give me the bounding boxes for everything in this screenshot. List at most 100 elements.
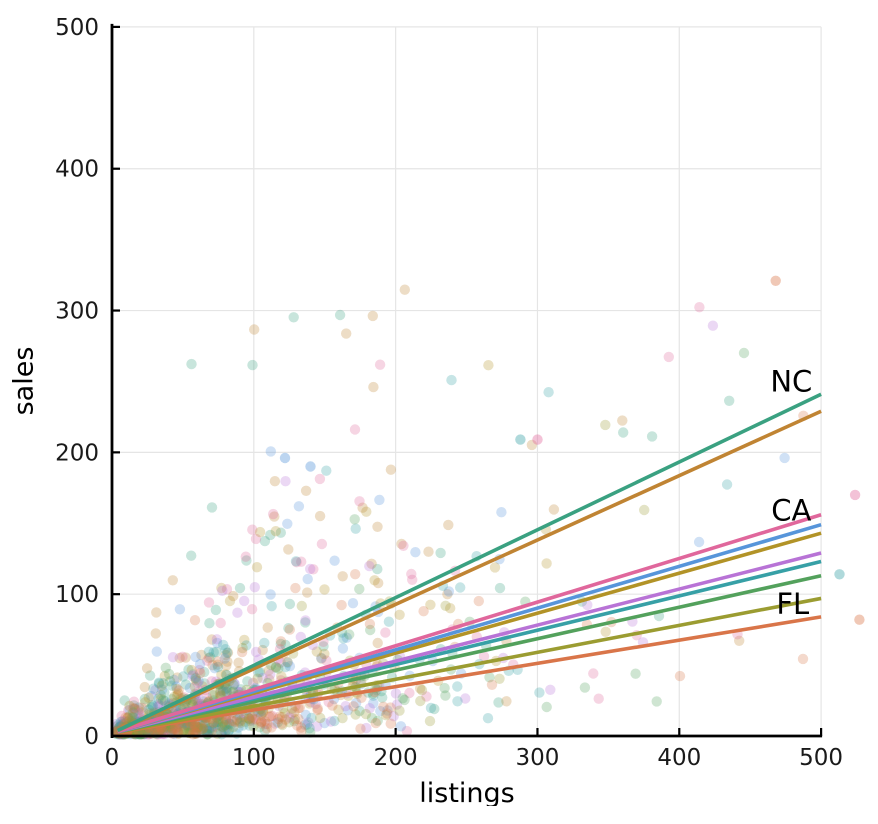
scatter-point — [350, 569, 361, 580]
scatter-point — [221, 719, 232, 730]
scatter-point — [319, 717, 330, 729]
scatter-point — [295, 631, 306, 643]
scatter-point — [217, 686, 229, 697]
scatter-point — [213, 716, 224, 728]
regression-line-NC — [116, 392, 822, 733]
regression-line-#d97549 — [117, 615, 822, 735]
scatter-point — [394, 705, 405, 716]
line-label-FL: FL — [776, 587, 809, 621]
scatter-point — [651, 696, 662, 707]
scatter-point — [395, 721, 407, 732]
scatter-point — [192, 722, 203, 734]
scatter-point — [284, 717, 295, 728]
scatter-point — [203, 723, 215, 734]
scatter-point — [301, 719, 313, 730]
scatter-point — [440, 690, 451, 701]
scatter-point — [218, 724, 229, 736]
scatter-point — [311, 646, 322, 657]
scatter-point — [197, 724, 209, 735]
scatter-point — [233, 716, 244, 727]
scatter-point — [159, 670, 170, 682]
scatter-point — [202, 725, 213, 737]
scatter-point — [284, 712, 295, 723]
scatter-point — [443, 586, 455, 597]
scatter-point — [250, 533, 262, 545]
scatter-point — [196, 649, 207, 661]
scatter-point — [220, 649, 231, 661]
scatter-point — [133, 702, 145, 713]
scatter-point — [252, 673, 263, 684]
scatter-point — [265, 589, 276, 600]
scatter-point — [396, 538, 407, 550]
scatter-point — [247, 715, 258, 726]
scatter-point — [300, 615, 311, 626]
axes-layer — [110, 23, 823, 738]
scatter-point — [168, 723, 179, 734]
scatter-point — [385, 718, 396, 729]
scatter-point — [385, 464, 397, 475]
scatter-point — [394, 609, 405, 620]
scatter-point — [129, 703, 140, 715]
scatter-point — [220, 644, 231, 655]
scatter-point — [341, 632, 352, 643]
scatter-point — [221, 686, 232, 697]
line-label-NC: NC — [770, 364, 812, 398]
scatter-point — [256, 710, 267, 721]
scatter-point — [220, 683, 232, 694]
scatter-point — [120, 712, 131, 723]
scatter-point — [208, 718, 219, 729]
scatter-point — [724, 395, 735, 406]
scatter-point — [286, 708, 297, 719]
scatter-point — [199, 717, 211, 729]
scatter-point — [350, 697, 362, 709]
scatter-point — [341, 328, 352, 339]
scatter-point — [446, 374, 457, 386]
scatter-point — [423, 546, 434, 557]
scatter-point — [291, 557, 302, 568]
scatter-point — [296, 725, 307, 737]
scatter-point — [207, 717, 219, 728]
scatter-point — [284, 598, 296, 610]
scatter-point — [238, 711, 250, 723]
scatter-point — [336, 599, 347, 611]
scatter-point — [225, 719, 237, 730]
scatter-point — [177, 726, 188, 737]
scatter-point — [646, 431, 658, 442]
scatter-point — [270, 661, 282, 673]
scatter-point — [161, 725, 172, 736]
scatter-point — [445, 603, 456, 614]
scatter-point — [264, 711, 275, 722]
scatter-point — [159, 687, 170, 698]
scatter-point — [404, 687, 415, 699]
scatter-point — [337, 571, 348, 582]
scatter-point — [296, 600, 307, 612]
regression-line-#c08433 — [116, 409, 822, 733]
scatter-point — [246, 604, 258, 615]
scatter-point — [734, 635, 745, 646]
scatter-point — [305, 563, 316, 575]
scatter-point — [209, 688, 220, 700]
scatter-point — [136, 702, 147, 714]
scatter-point — [486, 679, 498, 690]
scatter-point — [156, 726, 168, 737]
scatter-point — [165, 725, 176, 736]
scatter-point — [211, 717, 222, 728]
scatter-point — [234, 712, 245, 723]
scatter-point — [205, 722, 216, 734]
scatter-point — [220, 726, 231, 737]
scatter-point — [265, 669, 276, 680]
x-tick-label-0: 0 — [105, 745, 120, 771]
scatter-point — [209, 663, 220, 674]
scatter-point — [236, 646, 248, 658]
scatter-point — [186, 550, 197, 561]
scatter-point — [129, 709, 140, 720]
scatter-point — [219, 720, 231, 731]
scatter-point — [164, 676, 176, 687]
scatter-point — [187, 722, 199, 733]
scatter-point — [283, 623, 294, 634]
scatter-point — [300, 485, 312, 496]
scatter-point — [111, 718, 122, 730]
scatter-point — [153, 726, 164, 738]
scatter-point — [337, 712, 348, 724]
scatter-point — [171, 723, 182, 734]
